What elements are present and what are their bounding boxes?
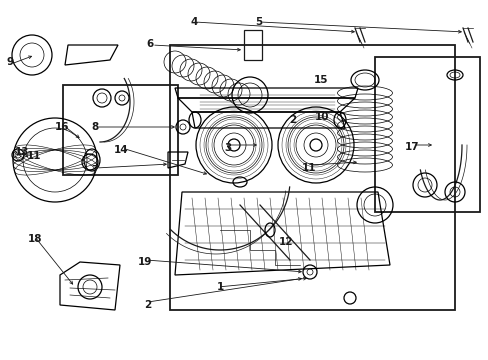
Text: 11: 11 <box>301 163 316 173</box>
Text: 10: 10 <box>314 112 328 122</box>
Text: 3: 3 <box>224 143 231 153</box>
Text: 18: 18 <box>28 234 42 244</box>
Bar <box>63 85 178 175</box>
Text: 19: 19 <box>138 257 152 267</box>
Text: 4: 4 <box>190 17 197 27</box>
Text: 9: 9 <box>6 57 14 67</box>
Text: 17: 17 <box>404 142 418 152</box>
Text: 6: 6 <box>146 39 153 49</box>
Bar <box>244 30 262 60</box>
Text: 8: 8 <box>91 122 99 132</box>
Bar <box>374 57 479 212</box>
Text: 2: 2 <box>144 300 151 310</box>
Bar <box>170 45 454 310</box>
Text: 14: 14 <box>113 145 128 155</box>
Text: 13: 13 <box>15 147 29 157</box>
Text: 5: 5 <box>255 17 262 27</box>
Text: 16: 16 <box>55 122 69 132</box>
Text: 12: 12 <box>278 237 293 247</box>
Text: 1: 1 <box>216 282 223 292</box>
Text: 11: 11 <box>27 151 41 161</box>
Text: 2: 2 <box>289 115 296 125</box>
Text: 15: 15 <box>313 75 327 85</box>
Text: 7: 7 <box>91 165 99 175</box>
